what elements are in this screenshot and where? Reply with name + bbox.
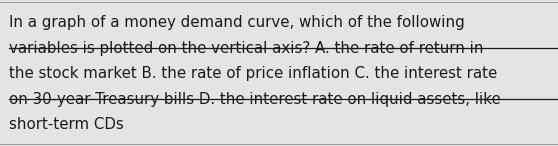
Text: on 30-year Treasury bills D. the interest rate on liquid assets, like: on 30-year Treasury bills D. the interes…	[9, 92, 501, 107]
Text: short-term CDs: short-term CDs	[9, 117, 124, 132]
Text: variables is plotted on the vertical axis? A. the rate of return in: variables is plotted on the vertical axi…	[9, 41, 483, 56]
Text: the stock market B. the rate of price inflation C. the interest rate: the stock market B. the rate of price in…	[9, 66, 497, 81]
Text: In a graph of a money demand curve, which of the following: In a graph of a money demand curve, whic…	[9, 15, 465, 30]
